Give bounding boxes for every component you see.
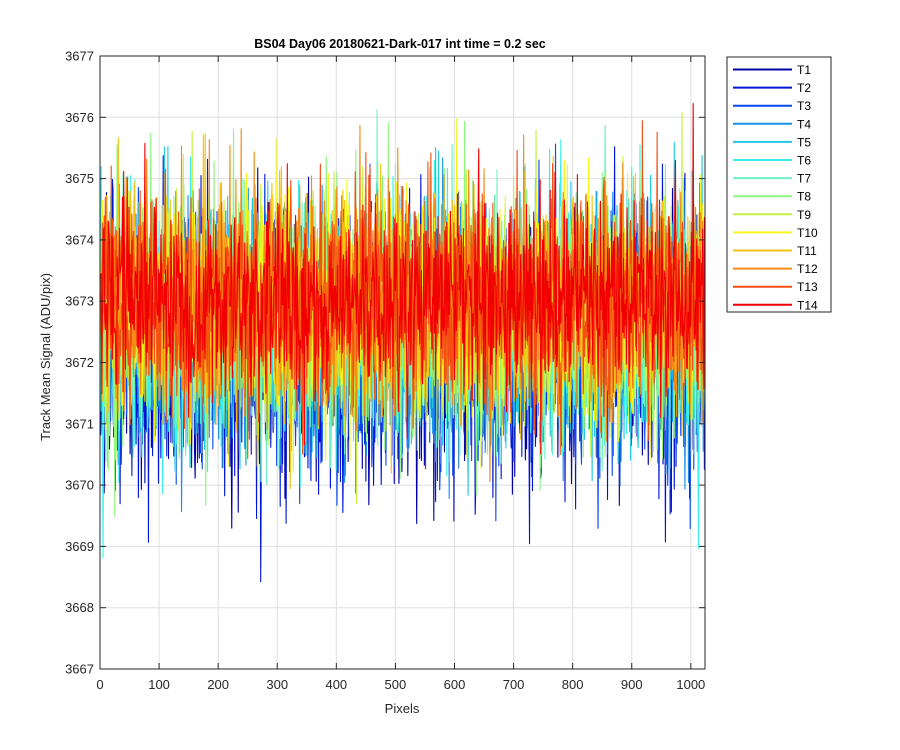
x-tick-label: 1000: [676, 677, 705, 692]
y-tick-label: 3677: [65, 49, 94, 64]
legend-label-t9: T9: [797, 208, 811, 222]
legend-label-t7: T7: [797, 172, 811, 186]
y-tick-label: 3673: [65, 294, 94, 309]
x-tick-label: 300: [266, 677, 288, 692]
legend-label-t5: T5: [797, 135, 811, 149]
y-tick-label: 3674: [65, 232, 94, 247]
x-tick-label: 700: [503, 677, 525, 692]
legend-label-t6: T6: [797, 154, 811, 168]
legend-label-t13: T13: [797, 280, 818, 294]
legend-label-t10: T10: [797, 226, 818, 240]
legend-label-t3: T3: [797, 99, 811, 113]
legend-label-t12: T12: [797, 262, 818, 276]
y-tick-label: 3671: [65, 416, 94, 431]
x-tick-label: 500: [385, 677, 407, 692]
chart-title: BS04 Day06 20180621-Dark-017 int time = …: [254, 37, 546, 51]
x-tick-label: 200: [207, 677, 229, 692]
y-tick-label: 3676: [65, 110, 94, 125]
y-tick-label: 3672: [65, 355, 94, 370]
plot-area: [100, 103, 706, 583]
x-tick-label: 400: [325, 677, 347, 692]
y-tick-label: 3667: [65, 662, 94, 677]
y-tick-label: 3668: [65, 600, 94, 615]
x-axis: 0 100 200 300 400 500 600 700 800 900 1000: [96, 56, 705, 692]
legend-label-t8: T8: [797, 190, 811, 204]
x-tick-label: 900: [621, 677, 643, 692]
x-tick-label: 0: [96, 677, 103, 692]
legend-label-t1: T1: [797, 63, 811, 77]
y-axis: 3667 3668 3669 3670 3671 3672 3673 3674 3675 3676…: [65, 49, 705, 677]
y-tick-label: 3670: [65, 478, 94, 493]
x-axis-label: Pixels: [385, 701, 420, 716]
y-axis-label: Track Mean Signal (ADU/pix): [38, 273, 53, 441]
legend-label-t2: T2: [797, 81, 811, 95]
x-tick-label: 600: [444, 677, 466, 692]
legend-label-t14: T14: [797, 298, 818, 312]
series-line-t14: [100, 103, 706, 455]
x-tick-label: 800: [562, 677, 584, 692]
x-tick-label: 100: [148, 677, 170, 692]
y-tick-label: 3675: [65, 171, 94, 186]
legend: T1 T2 T3 T4 T5 T6 T7 T8 T9 T10 T11 T12 T13 T14: [726, 56, 832, 313]
y-tick-label: 3669: [65, 539, 94, 554]
legend-label-t4: T4: [797, 117, 811, 131]
series-line-t13: [100, 120, 706, 460]
legend-label-t11: T11: [797, 244, 817, 258]
